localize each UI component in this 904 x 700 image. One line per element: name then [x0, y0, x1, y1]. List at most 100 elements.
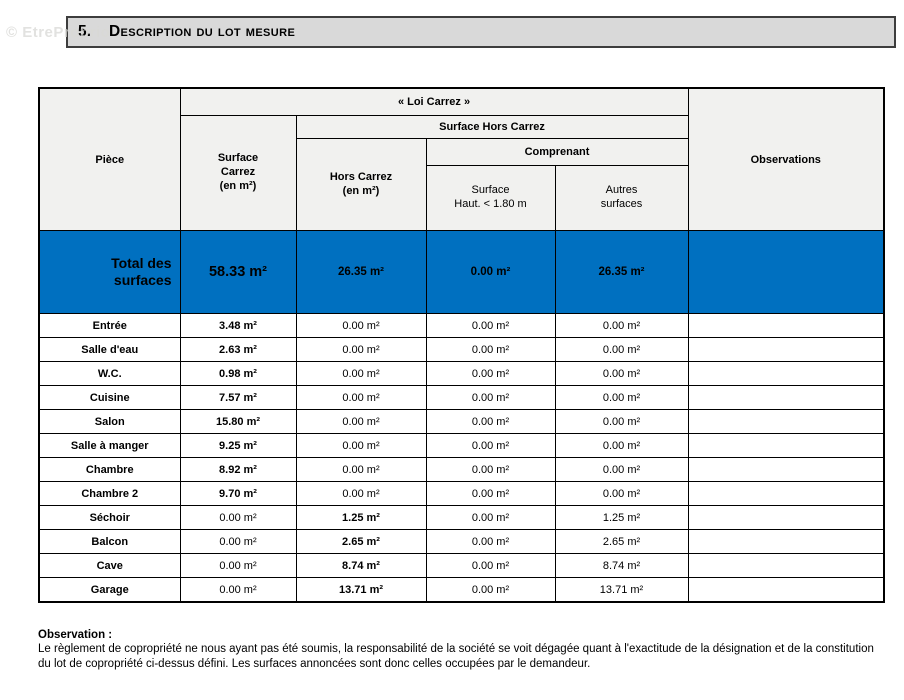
table-row: W.C. 0.98 m² 0.00 m² 0.00 m² 0.00 m² [38, 361, 885, 386]
total-row: Total des surfaces 58.33 m² 26.35 m² 0.0… [38, 230, 885, 314]
piece-cell: Cave [38, 553, 181, 578]
surface-haut-cell: 0.00 m² [425, 337, 556, 362]
observations-cell [687, 313, 885, 338]
total-label: Total des surfaces [38, 230, 181, 314]
hors-carrez-cell: 0.00 m² [295, 337, 427, 362]
header-row-3: Hors Carrez (en m²) Comprenant [39, 138, 884, 231]
observations-cell [687, 553, 885, 578]
piece-cell: Séchoir [38, 505, 181, 530]
hors-carrez-cell: 1.25 m² [295, 505, 427, 530]
table-row: Balcon 0.00 m² 2.65 m² 0.00 m² 2.65 m² [38, 529, 885, 554]
hors-carrez-cell: 8.74 m² [295, 553, 427, 578]
hors-carrez-cell: 0.00 m² [295, 481, 427, 506]
carrez-cell: 15.80 m² [179, 409, 297, 434]
hors-carrez-cell: 0.00 m² [295, 433, 427, 458]
autres-surfaces-cell: 0.00 m² [554, 385, 689, 410]
autres-surfaces-cell: 0.00 m² [554, 361, 689, 386]
hors-carrez-cell: 0.00 m² [295, 361, 427, 386]
surface-haut-cell: 0.00 m² [425, 457, 556, 482]
surface-haut-cell: 0.00 m² [425, 385, 556, 410]
carrez-cell: 3.48 m² [179, 313, 297, 338]
total-carrez-value: 58.33 m² [179, 230, 297, 314]
piece-cell: Chambre [38, 457, 181, 482]
total-autres-value: 26.35 m² [554, 230, 689, 314]
surface-haut-cell: 0.00 m² [425, 505, 556, 530]
surface-haut-cell: 0.00 m² [425, 553, 556, 578]
observations-cell [687, 505, 885, 530]
carrez-cell: 7.57 m² [179, 385, 297, 410]
table-row: Entrée 3.48 m² 0.00 m² 0.00 m² 0.00 m² [38, 313, 885, 338]
carrez-cell: 9.25 m² [179, 433, 297, 458]
hors-carrez-cell: 0.00 m² [295, 409, 427, 434]
table-row: Salon 15.80 m² 0.00 m² 0.00 m² 0.00 m² [38, 409, 885, 434]
surface-haut-cell: 0.00 m² [425, 409, 556, 434]
surface-haut-cell: 0.00 m² [425, 433, 556, 458]
observations-cell [687, 385, 885, 410]
table-row: Chambre 8.92 m² 0.00 m² 0.00 m² 0.00 m² [38, 457, 885, 482]
header-comprenant: Comprenant [425, 138, 689, 166]
header-hors-carrez: Hors Carrez (en m²) [295, 138, 427, 231]
header-autres-surfaces: Autres surfaces [554, 165, 689, 231]
surface-haut-cell: 0.00 m² [425, 577, 556, 603]
observations-cell [687, 481, 885, 506]
observations-cell [687, 433, 885, 458]
total-hors-value: 26.35 m² [295, 230, 427, 314]
autres-surfaces-cell: 0.00 m² [554, 313, 689, 338]
carrez-cell: 0.98 m² [179, 361, 297, 386]
observations-cell [687, 361, 885, 386]
total-haut-value: 0.00 m² [425, 230, 556, 314]
total-observations-cell [687, 230, 885, 314]
autres-surfaces-cell: 8.74 m² [554, 553, 689, 578]
autres-surfaces-cell: 1.25 m² [554, 505, 689, 530]
carrez-cell: 0.00 m² [179, 553, 297, 578]
piece-cell: W.C. [38, 361, 181, 386]
header-surface-haut: Surface Haut. < 1.80 m [425, 165, 556, 231]
observations-cell [687, 337, 885, 362]
surface-haut-cell: 0.00 m² [425, 313, 556, 338]
table-row: Salle d'eau 2.63 m² 0.00 m² 0.00 m² 0.00… [38, 337, 885, 362]
table-row: Salle à manger 9.25 m² 0.00 m² 0.00 m² 0… [38, 433, 885, 458]
section-number: 5. [78, 23, 91, 40]
autres-surfaces-cell: 0.00 m² [554, 433, 689, 458]
measurement-table: Pièce « Loi Carrez » Observations Surfac… [38, 87, 886, 603]
piece-cell: Chambre 2 [38, 481, 181, 506]
observation-note: Observation : Le règlement de copropriét… [38, 629, 886, 671]
piece-cell: Salle d'eau [38, 337, 181, 362]
autres-surfaces-cell: 0.00 m² [554, 409, 689, 434]
hors-carrez-cell: 0.00 m² [295, 385, 427, 410]
autres-surfaces-cell: 0.00 m² [554, 457, 689, 482]
observation-label: Observation : [38, 629, 113, 641]
autres-surfaces-cell: 0.00 m² [554, 337, 689, 362]
observations-cell [687, 529, 885, 554]
header-surface-carrez: Surface Carrez (en m²) [179, 115, 297, 231]
header-row-4: Surface Haut. < 1.80 m Autres surfaces [39, 165, 884, 231]
autres-surfaces-cell: 2.65 m² [554, 529, 689, 554]
table-row: Chambre 2 9.70 m² 0.00 m² 0.00 m² 0.00 m… [38, 481, 885, 506]
piece-cell: Salon [38, 409, 181, 434]
piece-cell: Salle à manger [38, 433, 181, 458]
piece-cell: Entrée [38, 313, 181, 338]
hors-carrez-cell: 0.00 m² [295, 457, 427, 482]
observation-text: Le règlement de copropriété ne nous ayan… [38, 643, 874, 670]
autres-surfaces-cell: 13.71 m² [554, 577, 689, 603]
carrez-cell: 2.63 m² [179, 337, 297, 362]
table-row: Séchoir 0.00 m² 1.25 m² 0.00 m² 1.25 m² [38, 505, 885, 530]
hors-carrez-cell: 0.00 m² [295, 313, 427, 338]
header-surface-hors-carrez: Surface Hors Carrez [295, 115, 689, 139]
surface-haut-cell: 0.00 m² [425, 529, 556, 554]
section-title: Description du lot mesure [108, 23, 296, 40]
header-loi-carrez: « Loi Carrez » [179, 87, 689, 116]
header-piece: Pièce [38, 87, 181, 231]
section-header-bar: 5. Description du lot mesure [66, 16, 896, 48]
observations-cell [687, 577, 885, 603]
surface-haut-cell: 0.00 m² [425, 361, 556, 386]
carrez-cell: 0.00 m² [179, 505, 297, 530]
hors-carrez-cell: 13.71 m² [295, 577, 427, 603]
hors-carrez-cell: 2.65 m² [295, 529, 427, 554]
observations-cell [687, 457, 885, 482]
table-row: Garage 0.00 m² 13.71 m² 0.00 m² 13.71 m² [38, 577, 885, 603]
table-row: Cuisine 7.57 m² 0.00 m² 0.00 m² 0.00 m² [38, 385, 885, 410]
carrez-cell: 9.70 m² [179, 481, 297, 506]
carrez-cell: 8.92 m² [179, 457, 297, 482]
